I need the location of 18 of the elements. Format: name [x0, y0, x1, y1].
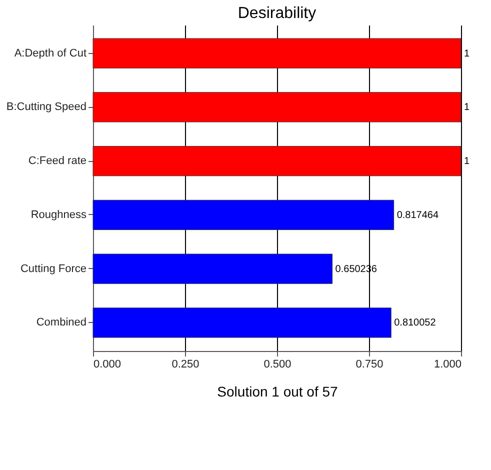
data-label: 0.817464	[396, 210, 439, 221]
x-tick-label: 0.000	[94, 358, 122, 370]
data-label: 1	[464, 156, 470, 168]
data-label: 1	[464, 48, 470, 60]
y-tick-label: B:Cutting Speed	[6, 101, 86, 114]
x-tick-label: 0.250	[172, 358, 200, 370]
y-tick-label: Roughness	[30, 208, 87, 221]
x-tick-label: 1.000	[434, 358, 462, 370]
y-tick-label: C:Feed rate	[28, 155, 86, 168]
y-tick-label: A:Depth of Cut	[14, 47, 86, 60]
y-tick-label: Combined	[36, 316, 86, 329]
data-label: 1	[464, 102, 470, 114]
x-tick-label: 0.750	[356, 358, 384, 370]
x-tick-label: 0.500	[264, 358, 292, 370]
y-tick-label: Cutting Force	[20, 262, 86, 275]
data-label: 0.810052	[394, 318, 436, 329]
x-axis-title: Solution 1 out of 57	[217, 384, 338, 400]
chart-title: Desirability	[238, 5, 316, 22]
